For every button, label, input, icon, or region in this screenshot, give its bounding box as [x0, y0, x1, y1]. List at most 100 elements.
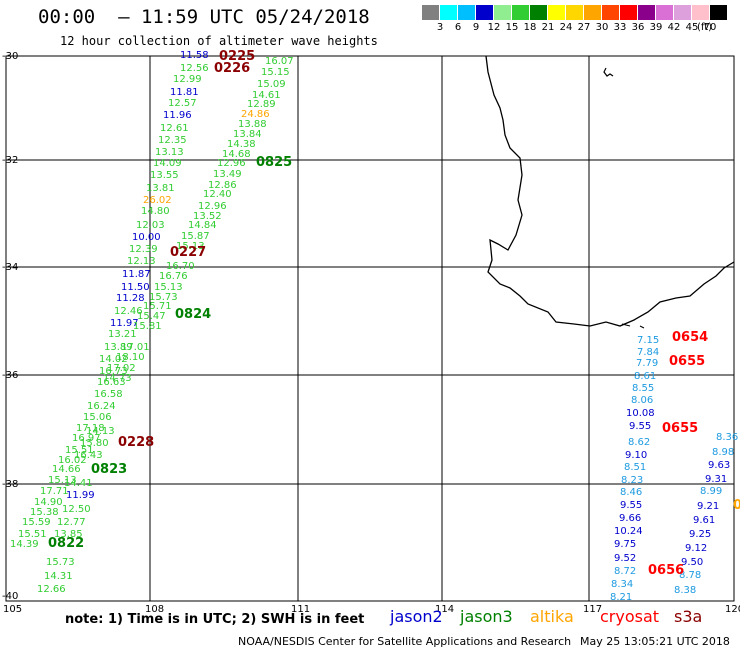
wave-height-value: 12.57 [168, 98, 197, 109]
wave-height-value: 13.81 [146, 183, 175, 194]
wave-height-value: 12.13 [127, 256, 156, 267]
wave-height-value: 14.90 [34, 497, 63, 508]
wave-height-value: 14.13 [86, 426, 115, 437]
wave-height-value: 13.84 [233, 129, 262, 140]
wave-height-value: 14.66 [52, 464, 81, 475]
scale-swatch [530, 5, 548, 20]
wave-height-value: 14.02 [99, 354, 128, 365]
wave-height-value: 10.00 [132, 232, 161, 243]
scale-label: 9 [472, 22, 480, 33]
wave-height-value: 17.01 [121, 342, 150, 353]
longitude-tick: 117 [583, 604, 603, 615]
wave-height-value: 10.24 [614, 526, 643, 537]
map-frame [5, 55, 735, 602]
wave-height-value: 12.61 [160, 123, 189, 134]
scale-label: 45 [685, 22, 699, 33]
wave-height-value: 16.97 [72, 433, 101, 444]
pass-time-label: 0656 [648, 563, 685, 578]
wave-height-value: 15.73 [46, 557, 75, 568]
coastline [485, 55, 735, 327]
legend-item-s3a: s3a [674, 607, 703, 626]
scale-swatch [422, 5, 440, 20]
scale-label: 30 [595, 22, 609, 33]
wave-height-value: 15.13 [154, 282, 183, 293]
wave-height-value: 7.84 [637, 347, 660, 358]
wave-height-value: 8.34 [611, 579, 634, 590]
wave-height-value: 9.63 [708, 460, 731, 471]
wave-height-value: 13.89 [104, 342, 133, 353]
wave-height-value: 15.51 [18, 529, 47, 540]
wave-height-value: 14.61 [252, 90, 281, 101]
scale-swatch [548, 5, 566, 20]
wave-height-value: 16.07 [265, 56, 294, 67]
legend-item-jason3: jason3 [460, 607, 513, 626]
wave-height-value: 13.49 [213, 169, 242, 180]
island-rottnest [603, 67, 614, 77]
wave-height-value: 14.09 [153, 158, 182, 169]
latitude-tick: -30 [2, 51, 19, 62]
wave-height-value: 8.36 [716, 432, 739, 443]
wave-height-value: 13.85 [54, 529, 83, 540]
wave-height-value: 13.55 [150, 170, 179, 181]
wave-height-value: 9.61 [693, 515, 716, 526]
wave-height-value: 12.35 [158, 135, 187, 146]
wave-height-value: 17.02 [107, 363, 136, 374]
pass-time-label: 0225 [219, 49, 256, 64]
wave-height-value: 15.81 [133, 321, 162, 332]
wave-height-value: 16.58 [94, 389, 123, 400]
wave-height-value: 26.02 [143, 195, 172, 206]
wave-height-value: 15.59 [22, 517, 51, 528]
scale-swatch [476, 5, 494, 20]
scale-label: 21 [541, 22, 555, 33]
latitude-tick: -40 [2, 591, 19, 602]
wave-height-value: 14.84 [188, 220, 217, 231]
wave-height-value: 12.89 [247, 99, 276, 110]
wave-height-value: 12.77 [57, 517, 86, 528]
wave-height-value: 15.71 [143, 301, 172, 312]
scale-swatch [710, 5, 728, 20]
wave-height-value: 15.73 [149, 292, 178, 303]
wave-height-value: 12.46 [114, 306, 143, 317]
wave-height-value: 15.13 [176, 241, 205, 252]
scale-label: 39 [649, 22, 663, 33]
longitude-tick: 120 [725, 604, 740, 615]
timestamp-line: May 25 13:05:21 UTC 2018 [580, 635, 730, 648]
wave-height-value: 15.38 [30, 507, 59, 518]
wave-height-value: 12.03 [136, 220, 165, 231]
wave-height-value: 12.86 [208, 180, 237, 191]
wave-height-value: 12.96 [217, 158, 246, 169]
pass-time-label: 0228 [118, 435, 155, 450]
wave-height-value: 12.96 [198, 201, 227, 212]
scale-label: 42 [667, 22, 681, 33]
wave-height-value: 14.31 [44, 571, 73, 582]
wave-height-value: 12.56 [180, 63, 209, 74]
pass-time-label: 0825 [256, 155, 293, 170]
pass-time-label: 0822 [48, 536, 85, 551]
grid-lines [6, 56, 734, 601]
legend-item-altika: altika [530, 607, 574, 626]
scale-label: 18 [523, 22, 537, 33]
wave-height-value: 8.21 [610, 592, 633, 603]
wave-height-value: 12.66 [37, 584, 66, 595]
wave-height-value: 8.78 [679, 570, 702, 581]
longitude-tick: 108 [145, 604, 165, 615]
legend-item-jason2: jason2 [390, 607, 443, 626]
pass-time-label: 0226 [214, 61, 251, 76]
wave-height-value: 11.58 [180, 50, 209, 61]
wave-height-value: 9.52 [614, 553, 637, 564]
wave-height-value: 15.87 [181, 231, 210, 242]
wave-height-value: 8.72 [614, 566, 637, 577]
map-title: 00:00 – 11:59 UTC 05/24/2018 [38, 6, 370, 28]
scale-swatch [566, 5, 584, 20]
wave-height-value: 16.24 [87, 401, 116, 412]
scale-label: 6 [454, 22, 462, 33]
color-scale [422, 5, 728, 20]
scale-label: 24 [559, 22, 573, 33]
wave-height-value: 11.97 [110, 318, 139, 329]
wave-height-value: 15.51 [65, 445, 94, 456]
wave-height-value: 8.98 [712, 447, 735, 458]
wave-height-value: 11.99 [66, 490, 95, 501]
wave-height-value: 15.09 [257, 79, 286, 90]
wave-height-value: 8.38 [674, 585, 697, 596]
